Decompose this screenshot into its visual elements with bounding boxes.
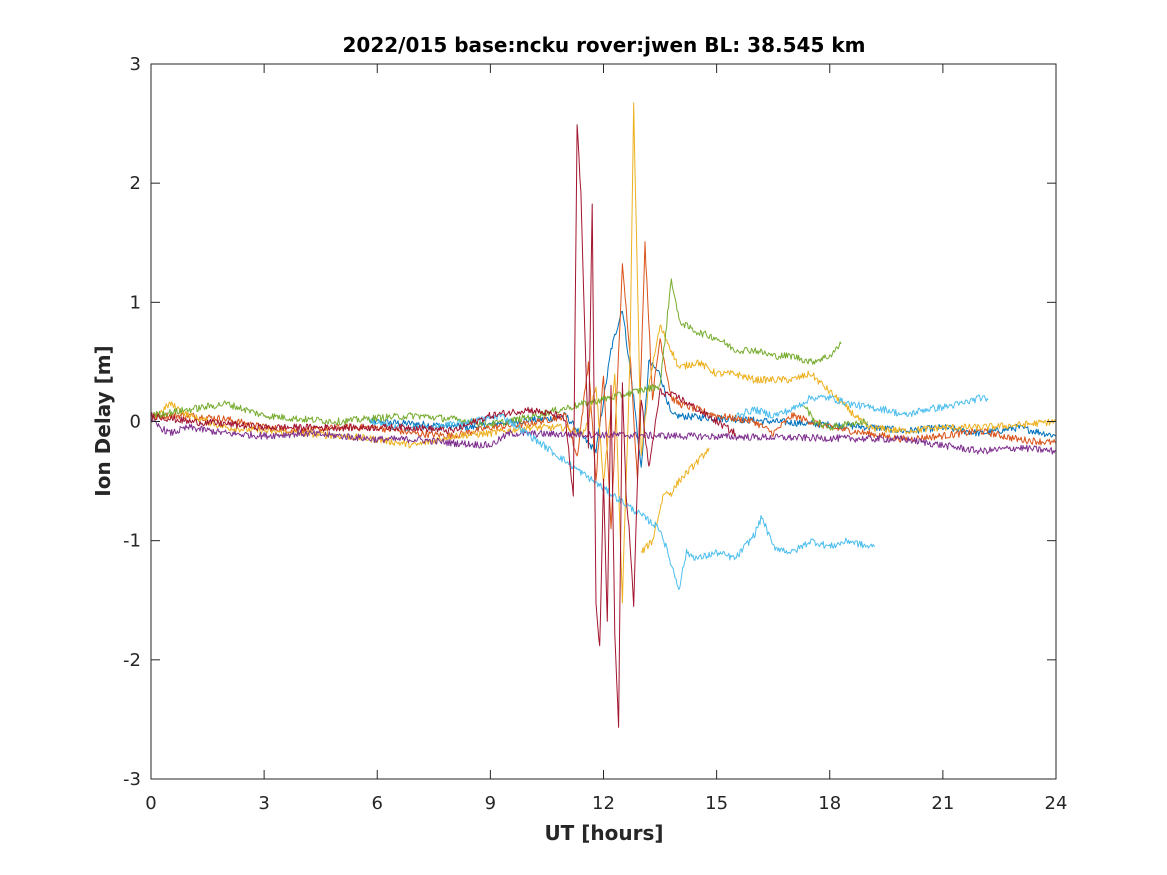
series-line-1 [369, 310, 1057, 468]
series-layer [150, 102, 1057, 728]
y-tick-label: -3 [123, 769, 141, 790]
y-tick-label: 3 [130, 54, 141, 75]
x-tick-label: 24 [1045, 793, 1068, 814]
series-line-8 [369, 412, 876, 591]
x-tick-label: 0 [145, 793, 156, 814]
y-tick-label: 0 [130, 412, 141, 433]
y-tick-label: 1 [130, 292, 141, 313]
y-axis-label: Ion Delay [m] [91, 345, 115, 496]
x-axis-ticks: 0 3 6 9 12 15 18 21 24 [145, 64, 1067, 814]
x-tick-label: 18 [818, 793, 841, 814]
series-line-7 [803, 405, 868, 431]
y-tick-label: -2 [123, 650, 141, 671]
x-tick-label: 15 [705, 793, 728, 814]
y-tick-label: 2 [130, 173, 141, 194]
plot-area [151, 64, 1056, 779]
x-tick-label: 9 [485, 793, 496, 814]
x-tick-label: 3 [258, 793, 269, 814]
x-tick-label: 6 [372, 793, 383, 814]
series-line-9 [735, 394, 989, 419]
series-line-5 [150, 418, 1057, 455]
x-axis-label: UT [hours] [544, 821, 663, 845]
x-tick-label: 21 [931, 793, 954, 814]
chart-title: 2022/015 base:ncku rover:jwen BL: 38.545… [343, 33, 866, 57]
x-tick-label: 12 [592, 793, 615, 814]
y-axis-ticks: 3 2 1 0 -1 -2 -3 [123, 54, 1056, 790]
series-line-10 [150, 124, 736, 728]
y-tick-label: -1 [123, 531, 141, 552]
series-line-6 [150, 278, 842, 428]
series-line-4 [640, 447, 710, 554]
